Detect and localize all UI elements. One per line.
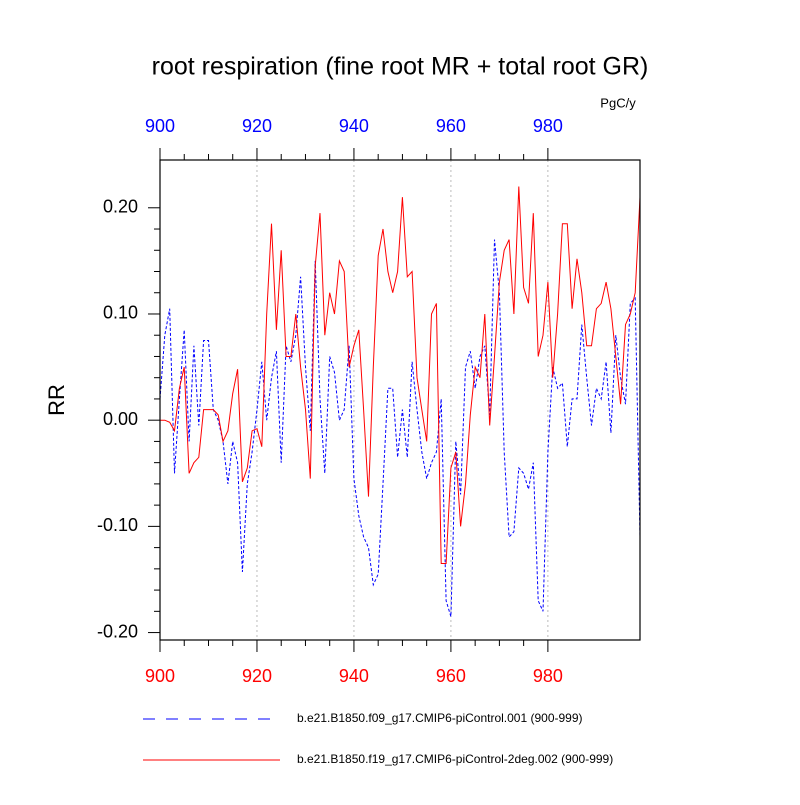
top-x-tick-label: 940 [339,116,369,136]
x-tick-label: 920 [242,666,272,686]
y-tick-label: 0.20 [103,197,138,217]
plot-frame [159,159,641,641]
legend-label: b.e21.B1850.f19_g17.CMIP6-piControl-2deg… [297,752,613,766]
top-x-tick-label: 900 [145,116,175,136]
y-tick-label: 0.10 [103,303,138,323]
y-axis-label: RR [44,384,69,416]
y-tick-label: -0.20 [97,621,138,641]
units-label: PgC/y [600,95,636,110]
chart-title: root respiration (fine root MR + total r… [152,53,649,81]
series-line [159,239,641,617]
series-line [160,186,641,564]
top-x-tick-label: 980 [533,116,563,136]
y-tick-label: -0.10 [97,515,138,535]
top-x-tick-label: 960 [436,116,466,136]
x-tick-label: 960 [436,666,466,686]
x-tick-label: 940 [339,666,369,686]
legend-label: b.e21.B1850.f09_g17.CMIP6-piControl.001 … [297,711,583,725]
top-x-tick-label: 920 [242,116,272,136]
x-tick-label: 980 [533,666,563,686]
x-tick-label: 900 [145,666,175,686]
y-tick-label: 0.00 [103,409,138,429]
